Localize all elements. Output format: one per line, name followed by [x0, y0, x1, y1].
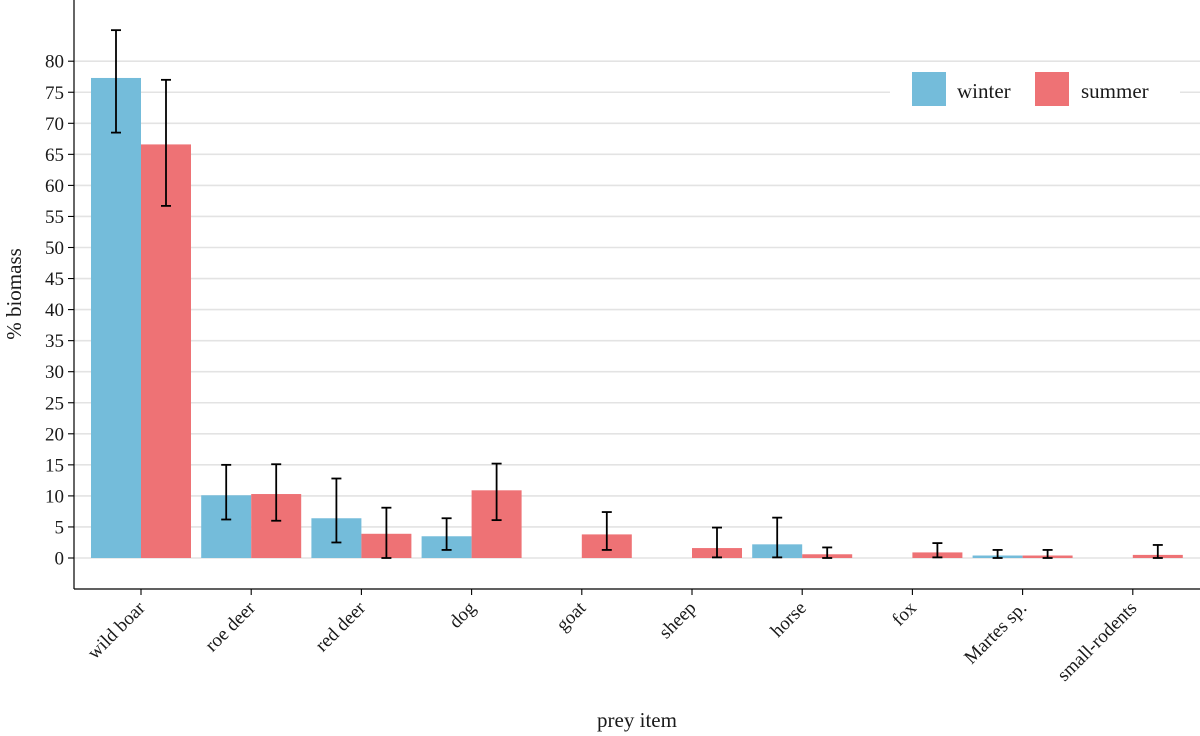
- x-tick-label-sheep: sheep: [655, 598, 700, 643]
- x-tick-label-horse: horse: [767, 598, 811, 642]
- legend-swatch-winter: [912, 72, 946, 106]
- x-tick-label-red-deer: red deer: [311, 597, 370, 656]
- error-bar-summer-horse: [822, 546, 833, 559]
- x-tick-label-goat: goat: [552, 597, 590, 635]
- y-tick-label: 15: [45, 455, 64, 476]
- y-ticks: 0 5 10 15 20 25 30 35 40 45 50 55 60 65 70 75 80: [45, 52, 74, 570]
- error-bar-winter-roe-deer: [221, 463, 232, 521]
- y-tick-label: 45: [45, 269, 64, 290]
- y-tick-label: 80: [45, 52, 64, 73]
- error-bar-summer-wild-boar: [161, 78, 171, 207]
- error-bar-summer-fox: [932, 542, 943, 559]
- error-bar-winter-dog: [441, 517, 452, 551]
- y-tick-label: 0: [55, 549, 65, 570]
- bar-winter-wild-boar: [91, 77, 141, 558]
- legend-swatch-summer: [1035, 72, 1069, 106]
- x-tick-label-small-rodents: small-rodents: [1053, 598, 1141, 686]
- y-tick-label: 70: [45, 114, 64, 135]
- error-bar-summer-goat: [601, 511, 612, 551]
- x-tick-label-dog: dog: [445, 597, 480, 632]
- legend-label-winter: winter: [957, 79, 1011, 103]
- y-tick-label: 35: [45, 331, 64, 352]
- x-tick-label-roe-deer: roe deer: [201, 597, 260, 656]
- error-bar-summer-dog: [491, 462, 502, 522]
- error-bar-winter-wild-boar: [111, 29, 121, 134]
- x-ticks: wild boar roe deer red deer dog goat sheep hor…: [84, 589, 1141, 686]
- error-bar-summer-roe-deer: [271, 463, 282, 522]
- bars: [91, 77, 1183, 558]
- y-tick-label: 20: [45, 424, 64, 445]
- y-tick-label: 30: [45, 362, 64, 383]
- legend-label-summer: summer: [1081, 79, 1149, 103]
- y-tick-label: 75: [45, 83, 64, 104]
- y-tick-label: 55: [45, 207, 64, 228]
- y-tick-label: 25: [45, 393, 64, 414]
- error-bars: [111, 29, 1163, 559]
- y-tick-label: 5: [55, 517, 65, 538]
- y-tick-label: 40: [45, 300, 64, 321]
- y-tick-label: 60: [45, 176, 64, 197]
- error-bar-winter-martes-sp: [992, 549, 1003, 559]
- error-bar-winter-red-deer: [331, 477, 342, 544]
- x-tick-label-wild-boar: wild boar: [84, 597, 150, 663]
- x-tick-label-fox: fox: [888, 597, 921, 630]
- axes: [73, 0, 1200, 590]
- error-bar-summer-sheep: [712, 526, 722, 559]
- bar-summer-wild-boar: [141, 144, 191, 558]
- y-axis-title: % biomass: [2, 248, 26, 340]
- legend: winter summer: [890, 62, 1180, 117]
- y-tick-label: 50: [45, 238, 64, 259]
- y-tick-label: 65: [45, 145, 64, 166]
- error-bar-summer-martes-sp: [1042, 549, 1053, 559]
- error-bar-winter-horse: [772, 516, 783, 559]
- gridlines: [74, 60, 1200, 559]
- x-tick-label-martes-sp: Martes sp.: [960, 598, 1031, 669]
- y-tick-label: 10: [45, 486, 64, 507]
- x-axis-title: prey item: [597, 708, 677, 732]
- error-bar-summer-small-rodents: [1152, 544, 1163, 559]
- error-bar-summer-red-deer: [381, 506, 392, 559]
